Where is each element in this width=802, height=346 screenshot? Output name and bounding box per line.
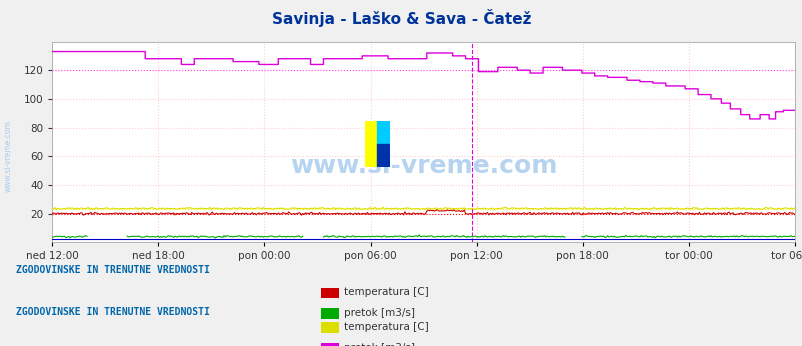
Text: pretok [m3/s]: pretok [m3/s]: [343, 343, 414, 346]
Text: temperatura [C]: temperatura [C]: [343, 288, 428, 297]
Text: ZGODOVINSKE IN TRENUTNE VREDNOSTI: ZGODOVINSKE IN TRENUTNE VREDNOSTI: [16, 265, 209, 275]
Text: www.si-vreme.com: www.si-vreme.com: [290, 154, 557, 178]
Text: Savinja - Laško & Sava - Čatež: Savinja - Laško & Sava - Čatež: [271, 9, 531, 27]
Text: www.si-vreme.com: www.si-vreme.com: [3, 120, 12, 192]
Text: ZGODOVINSKE IN TRENUTNE VREDNOSTI: ZGODOVINSKE IN TRENUTNE VREDNOSTI: [16, 307, 209, 317]
Text: temperatura [C]: temperatura [C]: [343, 322, 428, 332]
Text: pretok [m3/s]: pretok [m3/s]: [343, 308, 414, 318]
